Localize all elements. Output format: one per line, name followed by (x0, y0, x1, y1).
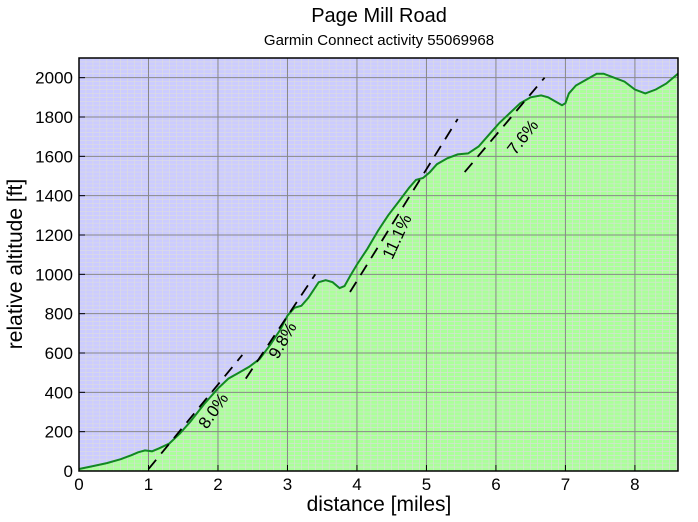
trend-lines (147, 77, 546, 470)
y-tick-label: 600 (45, 344, 73, 363)
grade-trend-line (463, 77, 546, 173)
grade-trend-line (147, 354, 243, 470)
y-tick-label: 0 (64, 462, 73, 481)
x-tick-label: 2 (213, 475, 222, 494)
chart-subtitle: Garmin Connect activity 55069968 (264, 32, 494, 49)
x-tick-label: 6 (491, 475, 500, 494)
y-tick-label: 400 (45, 383, 73, 402)
y-tick-label: 2000 (35, 69, 73, 88)
y-tick-label: 1200 (35, 226, 73, 245)
y-tick-label: 1400 (35, 187, 73, 206)
grade-trend-line (349, 118, 459, 293)
x-axis-ticks: 0 1 2 3 4 5 6 7 8 (74, 465, 640, 494)
x-tick-label: 0 (74, 475, 83, 494)
y-axis-label: relative altitude [ft] (4, 179, 27, 349)
chart-title: Page Mill Road (311, 5, 447, 27)
y-tick-label: 1600 (35, 147, 73, 166)
x-tick-label: 1 (144, 475, 153, 494)
x-axis-label: distance [miles] (307, 493, 452, 516)
plot-area: 8.0%9.8%11.1%7.6% (78, 57, 679, 472)
x-tick-label: 5 (422, 475, 431, 494)
altitude-fill-area (79, 73, 678, 471)
y-axis-ticks: 0 200 400 600 800 1000 1200 1400 1600 1800 2000 (35, 69, 85, 481)
y-tick-label: 1800 (35, 108, 73, 127)
x-tick-label: 4 (352, 475, 361, 494)
x-tick-label: 8 (630, 475, 639, 494)
x-tick-label: 7 (561, 475, 570, 494)
y-tick-label: 200 (45, 423, 73, 442)
y-tick-label: 800 (45, 305, 73, 324)
altitude-line (78, 72, 679, 470)
y-tick-label: 1000 (35, 265, 73, 284)
plot-frame (78, 57, 679, 472)
grade-trend-line (245, 273, 317, 380)
x-tick-label: 3 (283, 475, 292, 494)
